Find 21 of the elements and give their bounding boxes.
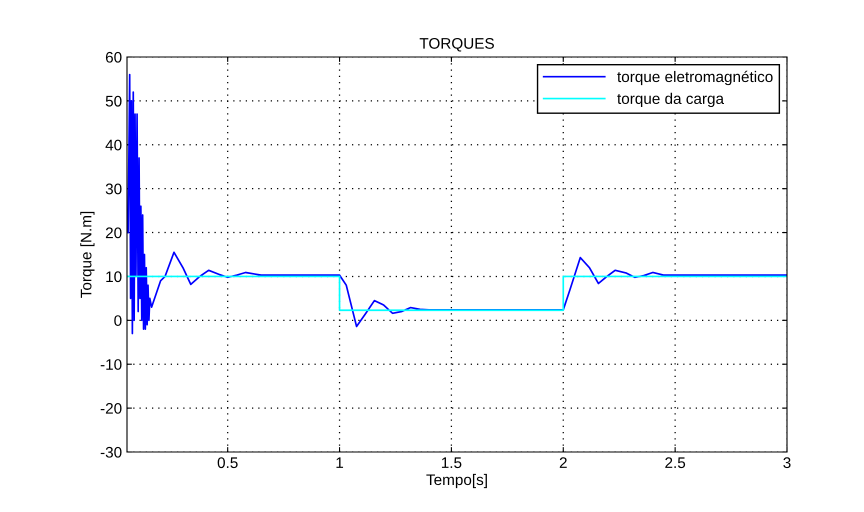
y-tick-label: 40 [106,140,122,150]
x-tick-label: 0.5 [218,457,238,468]
y-tick-label: -20 [100,402,122,414]
legend-label: torque da carga [617,92,724,108]
x-tick-label: 3 [783,457,791,468]
x-tick-label: 1 [336,457,344,468]
x-tick-label: 2.5 [665,457,686,468]
y-tick-label: 50 [106,96,122,107]
y-tick-label: -10 [100,359,122,370]
chart-title: TORQUES [420,38,494,52]
y-tick-label: 10 [106,271,122,282]
y-tick-label: 30 [106,184,122,194]
x-tick-label: 2 [560,457,567,468]
y-axis-title: Torque [N.m] [80,212,95,298]
y-tick-label: 0 [114,315,122,326]
x-tick-label: 1.5 [442,457,462,468]
y-tick-label: 20 [106,227,122,238]
y-tick-label: 60 [106,52,122,63]
x-axis-title: Tempo[s] [426,474,487,488]
legend-label: torque eletromagnético [617,70,773,86]
y-tick-label: -30 [100,446,122,458]
